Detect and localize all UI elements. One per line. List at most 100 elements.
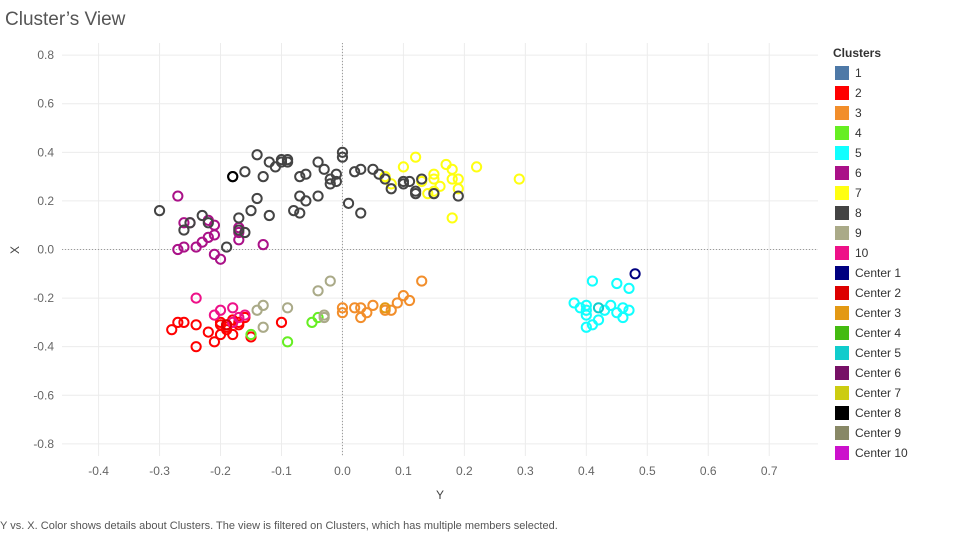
legend-item-center-7[interactable]: Center 7 [833,383,969,403]
data-point-cluster-5[interactable] [617,302,629,314]
data-point-cluster-3[interactable] [385,304,397,316]
data-point-cluster-7[interactable] [410,151,422,163]
data-point-cluster-8[interactable] [355,207,367,219]
legend-item-center-5[interactable]: Center 5 [833,343,969,363]
data-point-cluster-8[interactable] [263,209,275,222]
data-point-cluster-3[interactable] [361,307,373,319]
data-point-cluster-8[interactable] [410,185,422,197]
data-point-cluster-3[interactable] [391,297,403,309]
data-point-cluster-3[interactable] [403,294,416,307]
data-point-cluster-2[interactable] [208,336,221,348]
data-point-cluster-6[interactable] [257,239,269,251]
data-point-cluster-8[interactable] [330,175,342,188]
data-point-cluster-10[interactable] [233,311,245,324]
data-point-cluster-8[interactable] [275,154,288,166]
data-point-cluster-3[interactable] [349,302,361,314]
data-point-cluster-3[interactable] [416,275,428,287]
data-point-cluster-8[interactable] [196,209,208,222]
data-point-cluster-10[interactable] [208,309,221,321]
data-point-cluster-3[interactable] [367,299,379,311]
data-point-cluster-7[interactable] [428,173,440,185]
data-point-cluster-8[interactable] [294,171,306,183]
data-point-cluster-5[interactable] [623,304,635,316]
data-point-cluster-center-3[interactable] [379,302,391,314]
data-point-cluster-8[interactable] [263,156,275,168]
data-point-cluster-8[interactable] [452,190,464,202]
data-point-cluster-7[interactable] [428,168,440,180]
data-point-cluster-9[interactable] [324,275,336,287]
data-point-cluster-4[interactable] [312,311,324,324]
data-point-cluster-8[interactable] [367,163,379,175]
legend-item-1[interactable]: 1 [833,63,969,83]
data-point-cluster-8[interactable] [251,192,263,205]
data-point-cluster-center-2[interactable] [221,319,233,331]
legend-item-5[interactable]: 5 [833,143,969,163]
data-point-cluster-7[interactable] [397,161,410,173]
data-point-cluster-5[interactable] [611,277,623,290]
data-point-cluster-7[interactable] [452,173,464,185]
data-point-cluster-9[interactable] [257,299,269,311]
legend-item-center-3[interactable]: Center 3 [833,303,969,323]
data-point-cluster-8[interactable] [397,175,410,188]
data-point-cluster-2[interactable] [202,326,214,338]
data-point-cluster-6[interactable] [214,253,227,265]
data-point-cluster-8[interactable] [221,241,233,253]
legend-item-center-8[interactable]: Center 8 [833,403,969,423]
data-point-cluster-2[interactable] [275,316,288,328]
data-point-cluster-8[interactable] [153,205,166,217]
data-point-cluster-6[interactable] [178,241,190,253]
data-point-cluster-6[interactable] [202,231,214,243]
data-point-cluster-2[interactable] [227,328,239,341]
data-point-cluster-center-8[interactable] [227,171,239,183]
data-point-cluster-8[interactable] [257,171,269,183]
data-point-cluster-8[interactable] [294,207,306,219]
data-point-cluster-8[interactable] [428,188,440,200]
legend-item-center-9[interactable]: Center 9 [833,423,969,443]
data-point-cluster-8[interactable] [239,166,251,178]
legend-item-4[interactable]: 4 [833,123,969,143]
data-point-cluster-10[interactable] [190,292,202,304]
scatter-plot[interactable]: -0.4 -0.3 -0.2 -0.1 0.0 0.1 0.2 0.3 0.4 0.5 0.6 0.7… [0,0,820,515]
data-point-cluster-5[interactable] [574,302,586,314]
data-point-cluster-8[interactable] [379,173,391,185]
data-point-cluster-7[interactable] [440,158,452,171]
data-point-cluster-5[interactable] [623,282,635,294]
legend-item-10[interactable]: 10 [833,243,969,263]
data-point-cluster-8[interactable] [342,197,355,209]
data-point-cluster-8[interactable] [349,166,361,178]
legend-item-9[interactable]: 9 [833,223,969,243]
data-point-cluster-7[interactable] [513,173,525,185]
data-point-cluster-6[interactable] [178,217,190,229]
data-point-cluster-9[interactable] [318,311,330,324]
data-point-cluster-8[interactable] [355,163,367,175]
data-point-cluster-10[interactable] [214,304,227,316]
data-point-cluster-7[interactable] [422,188,434,200]
data-point-cluster-8[interactable] [233,212,245,224]
legend-item-center-4[interactable]: Center 4 [833,323,969,343]
data-point-cluster-6[interactable] [172,190,184,202]
data-point-cluster-8[interactable] [294,190,306,202]
data-point-cluster-3[interactable] [336,307,349,319]
data-point-cluster-9[interactable] [312,285,324,297]
data-point-cluster-8[interactable] [300,195,312,207]
data-point-cluster-4[interactable] [281,336,294,348]
data-point-cluster-5[interactable] [592,314,605,326]
data-point-cluster-7[interactable] [452,183,464,195]
data-point-cluster-2[interactable] [178,316,190,328]
legend-item-2[interactable]: 2 [833,83,969,103]
data-point-cluster-8[interactable] [202,217,214,229]
data-point-cluster-9[interactable] [251,304,263,316]
data-point-cluster-9[interactable] [281,302,294,314]
data-point-cluster-5[interactable] [580,304,592,316]
legend-item-7[interactable]: 7 [833,183,969,203]
legend-item-6[interactable]: 6 [833,163,969,183]
data-point-cluster-8[interactable] [288,205,300,217]
data-point-cluster-5[interactable] [580,309,592,321]
data-point-cluster-8[interactable] [251,149,263,161]
data-point-cluster-6[interactable] [190,241,202,253]
data-point-cluster-8[interactable] [178,224,190,236]
data-point-cluster-8[interactable] [318,163,330,175]
data-point-cluster-6[interactable] [208,219,221,231]
data-point-cluster-5[interactable] [586,275,599,287]
legend-item-center-6[interactable]: Center 6 [833,363,969,383]
